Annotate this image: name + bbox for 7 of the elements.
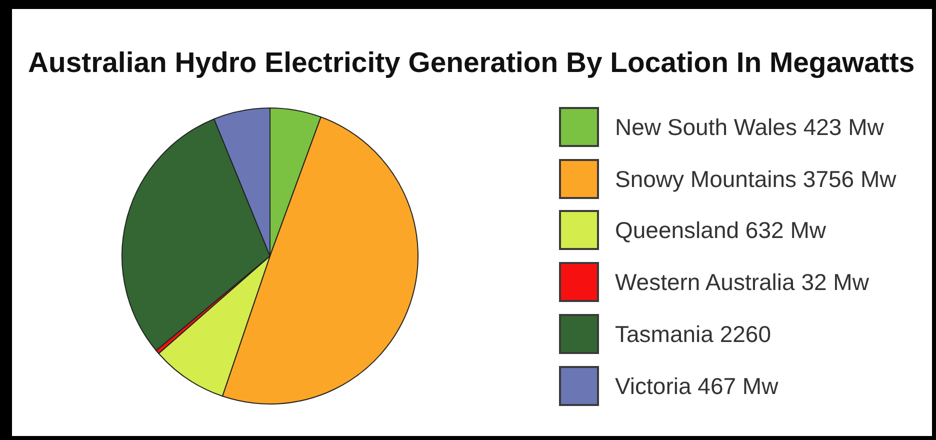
legend-label: Tasmania 2260 [615,320,771,348]
legend-label: Victoria 467 Mw [615,372,778,400]
legend-label: Queensland 632 Mw [615,216,826,244]
chart-title: Australian Hydro Electricity Generation By Location In Megawatts [28,46,915,80]
legend-label: Snowy Mountains 3756 Mw [615,164,896,193]
legend-label: Western Australia 32 Mw [615,268,869,296]
legend-label: New South Wales 423 Mw [615,112,884,141]
